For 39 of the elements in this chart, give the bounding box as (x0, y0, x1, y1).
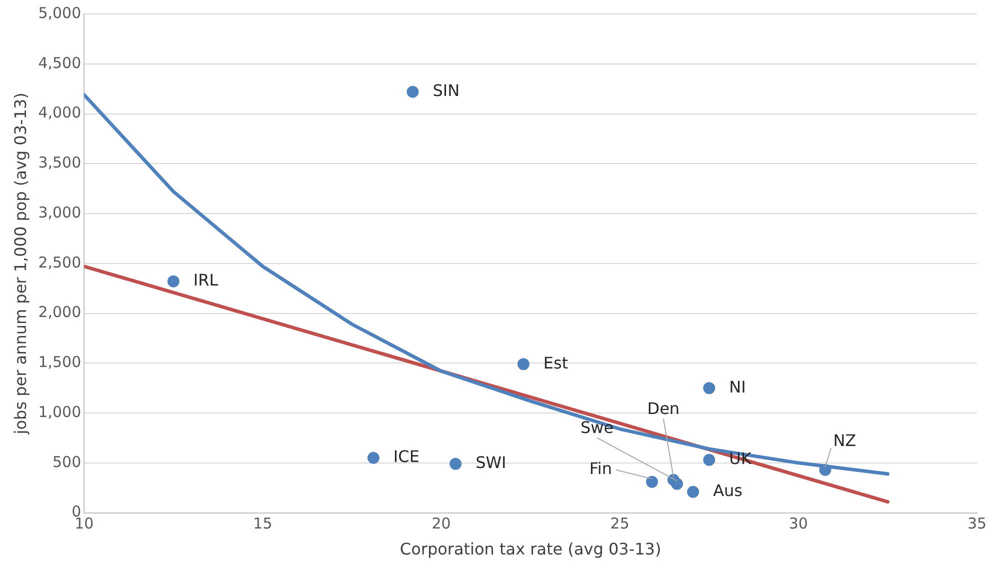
point (450, 458, 462, 470)
annotation: ICE (393, 447, 420, 466)
y-tick-label: 500 (52, 452, 82, 471)
annotation: Aus (713, 481, 742, 500)
point (703, 454, 716, 466)
point (406, 86, 419, 98)
y-tick-label: 4,500 (38, 54, 82, 72)
annotation: UK (729, 449, 752, 468)
annotation: Den (647, 399, 680, 418)
point (646, 476, 658, 488)
x-tick-label: 15 (253, 514, 272, 533)
y-axis-title: jobs per annum per 1,000 pop (avg 03-13) (10, 92, 30, 436)
x-tick-label: 25 (610, 514, 630, 533)
y-tick-label: 5,000 (38, 4, 82, 22)
point (687, 486, 700, 498)
annotation: SIN (432, 80, 460, 100)
y-tick-label: 3,500 (38, 154, 82, 172)
annotation: Est (543, 353, 568, 372)
point (819, 464, 832, 476)
x-tick-label: 30 (788, 514, 808, 533)
annotation: IRL (193, 270, 218, 290)
y-tick-label: 4,000 (38, 104, 82, 122)
annotation: SWI (476, 453, 506, 472)
y-tick-label: 1,000 (38, 402, 82, 421)
annotation: NI (729, 377, 746, 396)
point (367, 452, 380, 464)
x-tick-label: 35 (967, 514, 987, 533)
annotation: Fin (589, 459, 612, 478)
annotation: NZ (833, 431, 856, 450)
x-axis-title: Corporation tax rate (avg 03-13) (400, 540, 662, 559)
point (167, 275, 180, 288)
point (703, 382, 716, 394)
y-tick-label: 1,500 (38, 353, 82, 372)
y-tick-label: 3,000 (38, 203, 82, 222)
annotation: Swe (580, 418, 614, 438)
y-tick-label: 2,000 (38, 303, 82, 322)
point (517, 358, 530, 370)
x-tick-label: 20 (432, 514, 451, 533)
y-tick-label: 2,500 (38, 253, 82, 272)
